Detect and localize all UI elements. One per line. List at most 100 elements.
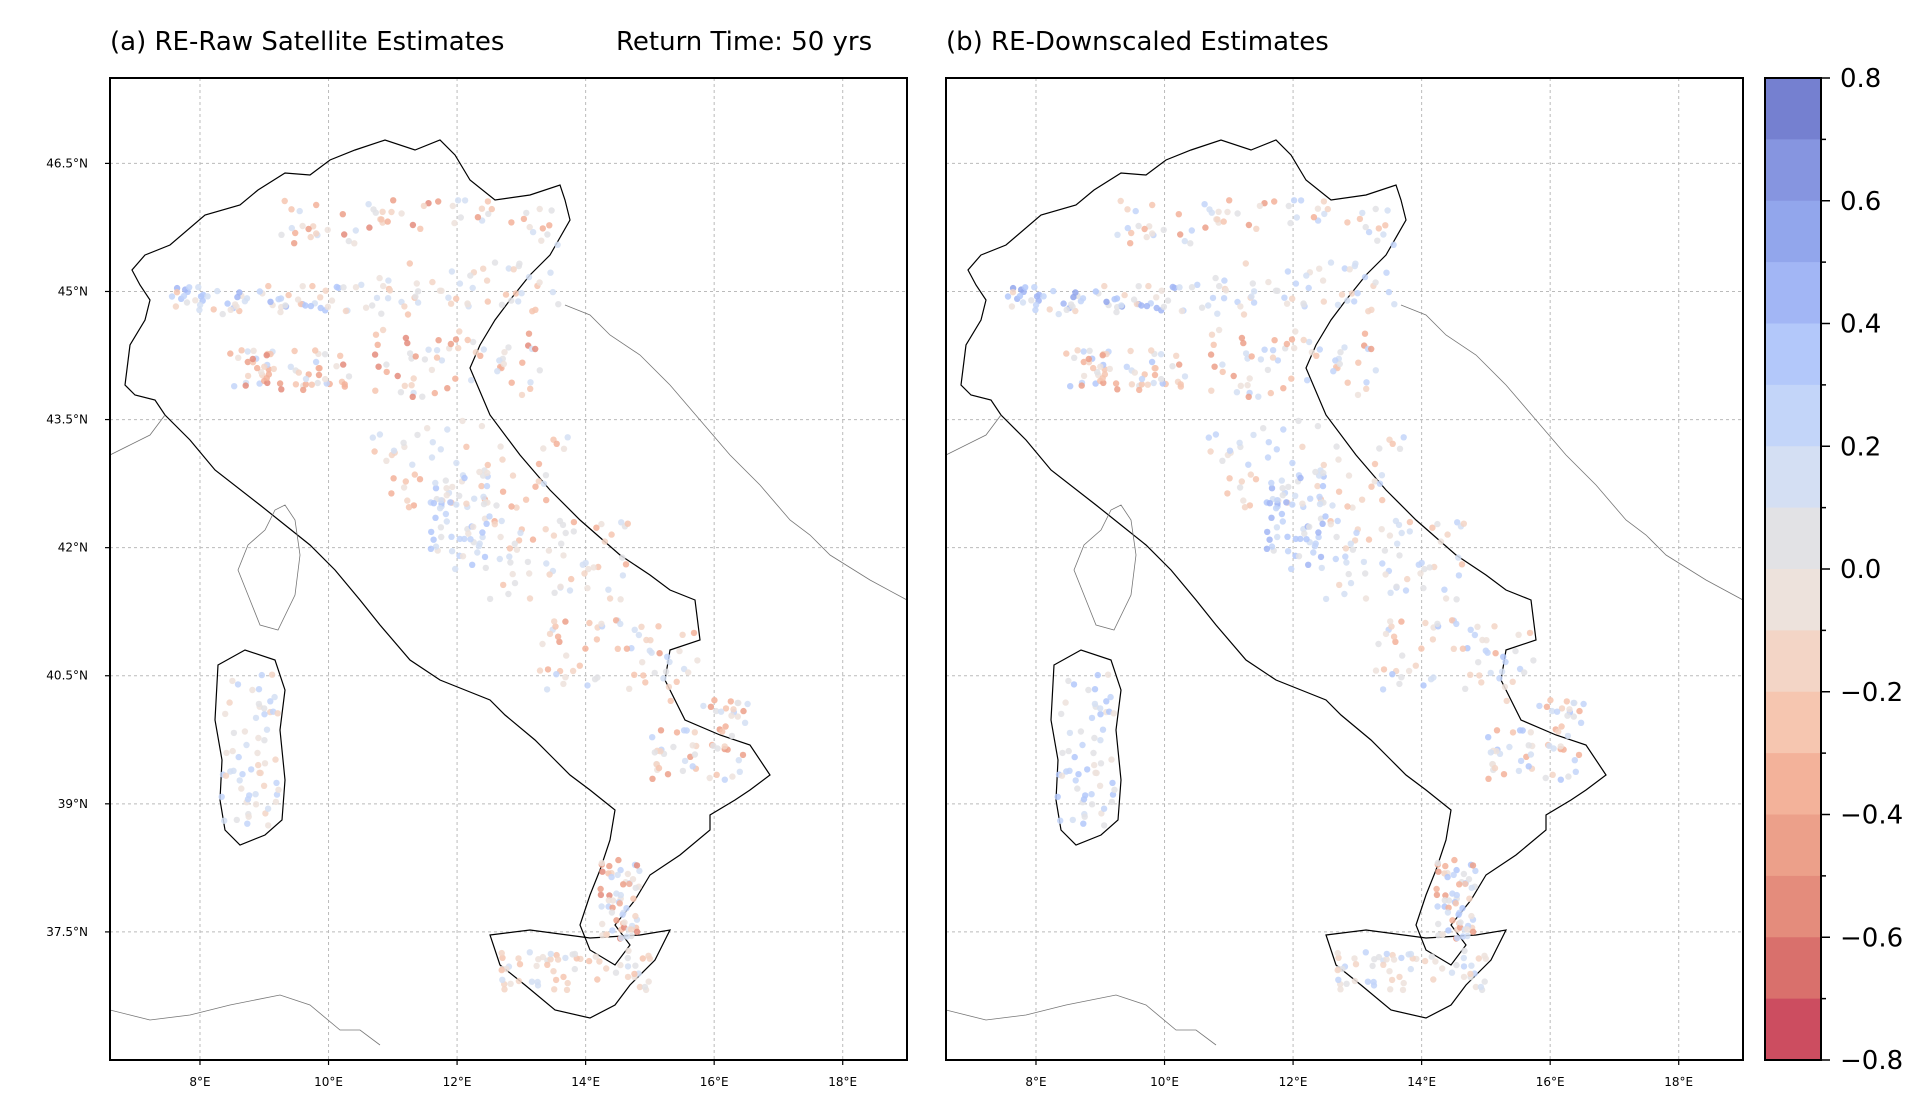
station-dot [1398,529,1405,537]
station-dot [1096,782,1104,789]
station-dot [1249,280,1257,287]
station-dot [352,284,360,291]
station-dot [1420,584,1427,592]
station-dot [1485,734,1492,741]
station-dot [1487,669,1494,677]
station-dot [1387,589,1394,596]
station-dot [1221,277,1228,284]
station-dot [1271,337,1278,344]
station-dot [649,775,656,782]
station-dot [1088,714,1096,722]
station-dot [342,307,350,315]
station-dot [712,707,720,715]
colorbar-band [1765,814,1821,877]
station-dot [1445,927,1452,934]
station-dot [309,282,316,290]
station-dot [629,876,637,883]
station-dot [660,675,667,682]
station-dot [1385,288,1393,296]
station-dot [258,671,265,679]
station-dot [1149,201,1156,209]
station-dot [1406,518,1414,526]
station-dot [1252,476,1260,483]
station-dot [1372,205,1379,213]
station-dot [1341,265,1349,272]
station-dot [313,230,320,237]
station-dot [1080,796,1088,803]
balkan-coast-outline [564,304,907,601]
station-dot [219,310,226,318]
station-dot [1395,521,1403,529]
station-dot [235,753,242,761]
station-dot [1432,958,1439,965]
station-dot [374,341,381,348]
station-dot [267,298,274,305]
station-dot [536,367,543,374]
station-dot [1448,617,1456,624]
station-dot [1269,347,1277,354]
station-dot [449,202,456,210]
station-dot [1132,207,1139,215]
station-dot [271,693,278,701]
station-dot [649,734,656,741]
station-dot [1420,682,1427,689]
station-dot [547,269,554,276]
station-dot [1439,965,1446,972]
station-dot [1461,947,1468,954]
station-dot [551,618,558,625]
station-dot [1080,820,1087,827]
station-dot [1114,386,1121,393]
station-dot [1485,775,1492,782]
station-dot [1329,502,1336,509]
station-dot [1295,417,1302,425]
station-dot [1264,366,1272,374]
station-dot [1067,301,1075,308]
station-dot [1310,214,1318,221]
station-dot [1157,351,1165,358]
station-dot [267,698,274,705]
tunisia-coast-outline [110,994,381,1046]
station-dot [451,219,458,227]
colorbar-tick-label: −0.2 [1840,678,1903,708]
station-dot [1400,979,1407,987]
station-dot [1460,973,1468,981]
station-dot [1543,703,1551,710]
station-dot [1283,300,1291,307]
station-dot [1181,237,1189,245]
station-dot [183,299,191,306]
station-dot [601,538,609,545]
station-dot [560,445,568,452]
station-dot [691,751,699,758]
lon-tick-label: 12°E [1279,1075,1308,1089]
station-dot [1113,308,1120,316]
station-dot [262,810,269,817]
station-dot [618,934,625,942]
station-dot [1285,202,1293,210]
station-dot [1058,710,1065,718]
station-dot [673,729,681,736]
station-dot [1138,375,1146,383]
station-dot [1063,768,1070,775]
station-dot [1279,485,1286,492]
station-dot [1108,798,1116,806]
france-coast-outline [946,414,1002,456]
station-dot [1444,909,1452,916]
station-dot [365,201,372,208]
station-dot [1301,530,1308,537]
station-dot [1210,341,1217,348]
station-dot [1360,558,1368,566]
station-dot [264,379,271,387]
station-dot [1288,336,1296,343]
station-dot [295,369,302,376]
station-dot [435,198,442,205]
station-dot [1519,727,1526,734]
station-dot [424,425,431,432]
station-dot [313,201,320,209]
station-dot [229,677,236,685]
station-dot [261,737,268,744]
station-dot [1402,587,1410,594]
station-dot [1131,369,1139,376]
station-dot [1272,505,1280,512]
station-dot [261,711,268,718]
station-dot [1265,439,1273,446]
